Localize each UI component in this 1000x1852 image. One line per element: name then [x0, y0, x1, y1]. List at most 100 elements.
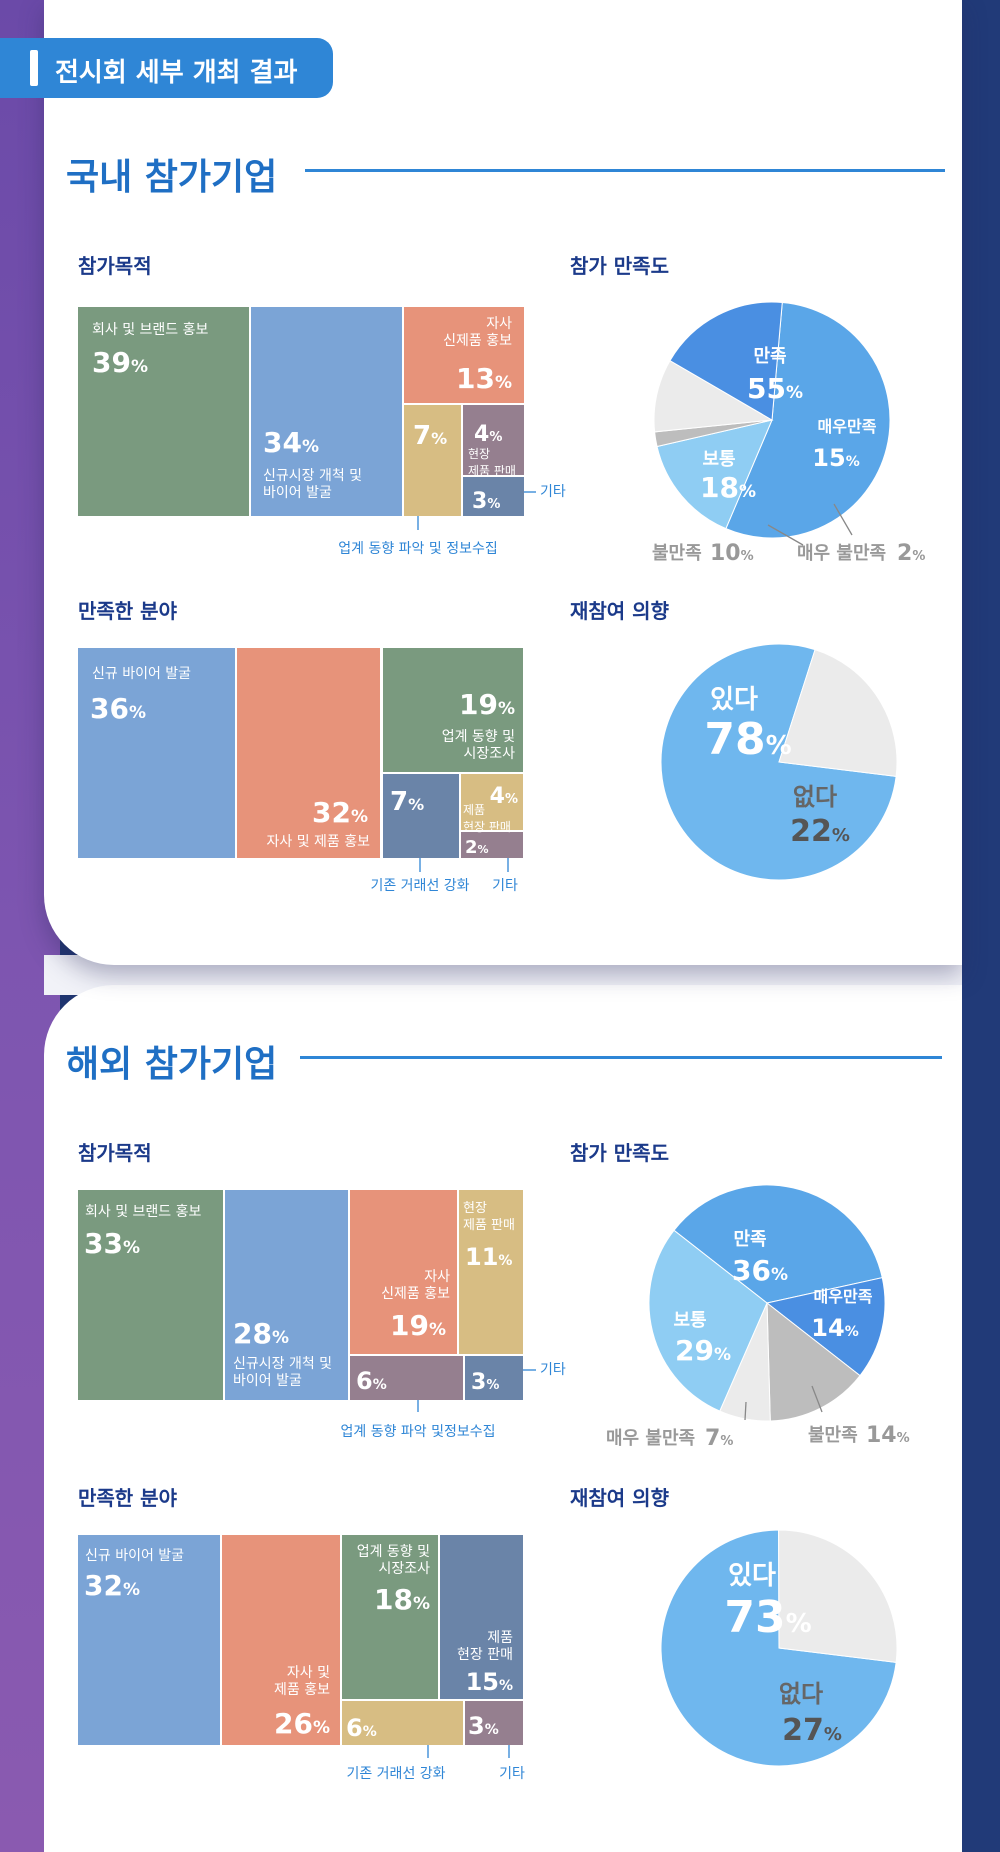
dom-sat-label-3: 불만족	[652, 543, 702, 564]
header-badge-bar	[30, 50, 38, 86]
bar-4	[463, 405, 524, 475]
pie-slice-3	[653, 359, 774, 433]
bar-0	[78, 1190, 223, 1400]
dom-purpose-label-4-0: 현장	[468, 447, 490, 461]
pie-slice-1	[778, 649, 898, 777]
dom-field-value-2: 19%	[459, 688, 515, 721]
ovs-field-value-4: 6%	[346, 1714, 377, 1742]
bar-5	[463, 477, 524, 516]
bar-3	[440, 1535, 523, 1699]
ovs-field-value-2: 18%	[374, 1583, 430, 1616]
dom-field-callout-1: 기타	[492, 878, 518, 894]
pie-slice-1	[778, 1529, 898, 1663]
bar-5	[461, 832, 523, 858]
dom-purpose-label-4-1: 제품 판매	[468, 464, 516, 478]
dom-purpose-label-2-1: 신제품 홍보	[443, 333, 512, 349]
overseas-title: 해외 참가기업	[66, 1044, 278, 1085]
dom-purpose-value-4: 4%	[474, 422, 502, 447]
ovs-purpose-label-1-0: 신규시장 개척 및	[233, 1356, 332, 1372]
dom-field-label-2-0: 업계 동향 및	[442, 729, 515, 745]
ovs-purpose-label-0: 회사 및 브랜드 홍보	[85, 1204, 202, 1220]
bar-3	[459, 1190, 523, 1354]
ovs-field-label-1-0: 자사 및	[287, 1665, 330, 1681]
dom-purpose-title: 참가목적	[78, 254, 152, 278]
ovs-purpose-label-2-0: 자사	[424, 1269, 450, 1285]
ovs-purpose-label-1-1: 바이어 발굴	[233, 1373, 302, 1389]
dom-sat-label-0: 만족	[753, 346, 786, 367]
dom-sat-value-3: 10%	[710, 541, 754, 566]
ovs-field-label-3-1: 현장 판매	[457, 1647, 513, 1663]
ovs-purpose-value-1: 28%	[233, 1317, 289, 1350]
dom-purpose-label-2-0: 자사	[486, 316, 512, 332]
ovs-sat-value-2: 14%	[866, 1423, 910, 1448]
pie-slice-4	[669, 301, 783, 421]
ovs-purpose-callout-1: 업계 동향 파악 및정보수집	[340, 1424, 495, 1440]
bar-1	[225, 1190, 348, 1400]
dom-field-value-4: 4%	[490, 784, 518, 809]
ovs-sat-label-4: 보통	[673, 1310, 706, 1331]
dom-purpose-callout-1: 업계 동향 파악 및 정보수집	[338, 541, 497, 557]
dom-field-callout-0: 기존 거래선 강화	[370, 878, 469, 894]
ovs-purpose-label-3-0: 현장	[463, 1201, 487, 1216]
ovs-satisfaction-title: 참가 만족도	[570, 1141, 669, 1165]
dom-field-value-3: 7%	[390, 787, 424, 817]
ovs-field-label-3-0: 제품	[487, 1630, 513, 1646]
bar-0	[78, 648, 235, 858]
dom-field-label-4-1: 현장 판매	[463, 820, 511, 834]
ovs-rev-value-0: 73%	[724, 1592, 811, 1643]
ovs-field-value-3: 15%	[466, 1668, 513, 1696]
bar-0	[78, 1535, 220, 1745]
bar-4	[461, 774, 523, 830]
header-badge-text: 전시회 세부 개최 결과	[55, 58, 298, 88]
dom-field-label-2-1: 시장조사	[463, 746, 515, 762]
bar-4	[342, 1701, 463, 1745]
ovs-sat-label-1: 매우만족	[814, 1287, 873, 1306]
bar-5	[465, 1356, 523, 1400]
overseas-title-line	[300, 1056, 942, 1059]
bar-3	[404, 405, 461, 516]
dom-revisit-title: 재참여 의향	[570, 599, 669, 623]
bar-5	[465, 1701, 523, 1745]
background-right	[960, 0, 1000, 1852]
domestic-title-line	[305, 169, 945, 172]
ovs-sat-value-1: 14%	[811, 1314, 858, 1342]
ovs-revisit-title: 재참여 의향	[570, 1486, 669, 1510]
bar-2	[404, 307, 524, 403]
bar-1	[237, 648, 380, 858]
ovs-sat-value-3: 7%	[705, 1426, 733, 1451]
bar-0	[78, 307, 249, 516]
dom-field-label-1: 자사 및 제품 홍보	[266, 834, 370, 850]
ovs-sat-label-2: 불만족	[808, 1425, 858, 1446]
dom-purpose-label-0: 회사 및 브랜드 홍보	[92, 322, 209, 338]
ovs-purpose-value-5: 3%	[471, 1370, 499, 1395]
dom-field-label-0: 신규 바이어 발굴	[92, 666, 191, 682]
dom-field-value-5: 2%	[465, 837, 489, 858]
dom-purpose-value-3: 7%	[413, 421, 447, 451]
ovs-field-value-5: 3%	[468, 1712, 499, 1740]
dom-purpose-value-1: 34%	[263, 426, 319, 459]
pie-slice-1	[656, 419, 773, 530]
dom-purpose-value-5: 3%	[472, 489, 500, 514]
ovs-purpose-label-2-1: 신제품 홍보	[381, 1286, 450, 1302]
bar-1	[222, 1535, 340, 1745]
dom-purpose-label-1-0: 신규시장 개척 및	[263, 468, 362, 484]
dom-purpose-value-0: 39%	[92, 346, 148, 379]
ovs-purpose-title: 참가목적	[78, 1141, 152, 1165]
ovs-sat-value-0: 36%	[732, 1254, 788, 1287]
dom-sat-label-4: 보통	[702, 449, 735, 470]
ovs-purpose-value-2: 19%	[390, 1309, 446, 1342]
dom-purpose-value-2: 13%	[456, 362, 512, 395]
pie-slice-0	[725, 301, 891, 539]
pie-slice-0	[673, 1184, 883, 1304]
ovs-field-value-1: 26%	[274, 1707, 330, 1740]
ovs-purpose-value-0: 33%	[84, 1227, 140, 1260]
ovs-purpose-value-3: 11%	[465, 1243, 512, 1271]
dom-sat-callout-line-2	[833, 503, 853, 536]
ovs-field-label-2-0: 업계 동향 및	[357, 1544, 430, 1560]
bar-2	[350, 1190, 457, 1354]
header-badge	[0, 38, 333, 98]
dom-purpose-label-1-1: 바이어 발굴	[263, 485, 332, 501]
bar-2	[383, 648, 523, 772]
ovs-purpose-value-4: 6%	[356, 1367, 387, 1395]
ovs-field-label-1-1: 제품 홍보	[274, 1682, 330, 1698]
